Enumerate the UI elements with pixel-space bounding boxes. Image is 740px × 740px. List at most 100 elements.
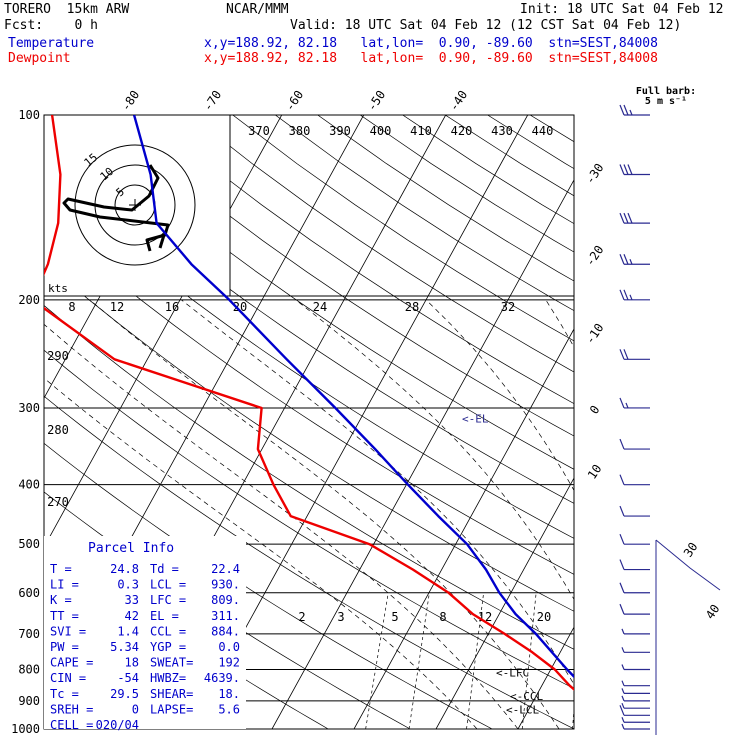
theta-label: 400 [370, 124, 392, 138]
wind-barb [621, 723, 650, 730]
wind-barb-flag [619, 212, 625, 224]
temperature-tick-label: -40 [447, 88, 471, 114]
wind-barb-flag [629, 259, 633, 265]
parcel-info-value: 0.3 [117, 578, 139, 592]
wind-barb [619, 438, 650, 450]
temperature-profile-line [132, 115, 574, 679]
wind-barb-flag [619, 705, 625, 716]
wind-barb-flag [619, 474, 625, 485]
temperature-legend: Temperature [8, 36, 95, 51]
isotherm-line [189, 115, 529, 729]
temperature-tick-label: 30 [681, 540, 701, 560]
parcel-info-value: 33 [125, 593, 139, 607]
parcel-info-value: 884. [211, 624, 240, 638]
wind-barb-flag [621, 695, 625, 702]
wind-barb [619, 533, 650, 545]
temperature-tick-label: -30 [583, 161, 607, 187]
temperature-tick-label: 40 [703, 602, 723, 622]
wind-barb-flag [623, 254, 629, 265]
wind-barb-flag [623, 212, 629, 224]
wind-barb [619, 164, 650, 176]
parcel-info-value: 1.4 [117, 624, 139, 638]
parcel-info-key: TT = [50, 609, 79, 623]
dry-adiabat-line [44, 261, 574, 612]
wind-barb-flag [619, 438, 625, 450]
wind-barb-flag [619, 505, 625, 517]
parcel-info-value: 192 [218, 656, 240, 670]
hodograph-speed-tick: 8 [68, 300, 75, 314]
pressure-tick-label: 500 [18, 537, 40, 551]
wind-barb-flag [619, 289, 625, 301]
mixing-ratio-label: 3 [337, 610, 344, 624]
wind-barb [619, 212, 650, 224]
wind-barb-flag [621, 680, 625, 686]
parcel-info-value: 18 [125, 656, 139, 670]
mixing-ratio-label: 20 [537, 610, 551, 624]
dry-adiabat-line [147, 115, 574, 405]
parcel-info-key: CELL = [50, 718, 93, 732]
model-name: TORERO 15km ARW [4, 2, 130, 17]
wind-barb-flag [623, 289, 629, 301]
parcel-info-key: CIN = [50, 671, 86, 685]
isotherm-line [517, 626, 574, 729]
parcel-info-key: CAPE = [50, 656, 93, 670]
parcel-info-value: 4639. [204, 671, 240, 685]
wind-barb [619, 289, 650, 301]
wind-barb [619, 505, 650, 517]
full-barb-value: 5 m s⁻¹ [645, 96, 687, 107]
hodograph-speed-tick: 24 [313, 300, 327, 314]
mixing-ratio-label: 8 [439, 610, 446, 624]
hodograph-ring [74, 144, 196, 266]
parcel-info-key: T = [50, 562, 72, 576]
temperature-tick-label: -60 [283, 88, 307, 114]
wind-barb [619, 349, 650, 360]
parcel-info-value: 5.34 [110, 640, 139, 654]
lfc-marker: <-LFC [496, 666, 529, 679]
wind-barb [621, 664, 650, 671]
parcel-info-value: 18. [218, 687, 240, 701]
wind-barb [621, 695, 650, 702]
parcel-info-key: HWBZ= [150, 671, 186, 685]
el-marker: <-EL [462, 413, 489, 426]
parcel-info-key: LCL = [150, 578, 186, 592]
wind-barb-flag [627, 212, 633, 224]
parcel-info-value: 42 [125, 609, 139, 623]
temperature-station-coords: x,y=188.92, 82.18 lat,lon= 0.90, -89.60 … [204, 36, 658, 51]
dewpoint-legend: Dewpoint [8, 51, 71, 66]
full-barb-label: Full barb: [636, 86, 696, 97]
temperature-tick-label: -70 [201, 88, 225, 114]
theta-label: 440 [532, 124, 554, 138]
pressure-tick-label: 600 [18, 586, 40, 600]
isotherm-line [682, 115, 740, 729]
theta-label: 430 [491, 124, 513, 138]
wind-barb-flag [619, 254, 625, 265]
mixing-ratio-label: 5 [391, 610, 398, 624]
theta-label: 380 [289, 124, 311, 138]
parcel-info-value: 0 [132, 702, 139, 716]
mixing-ratio-line [521, 592, 537, 729]
wind-barb [621, 717, 650, 723]
parcel-info-key: LFC = [150, 593, 186, 607]
wind-barb [619, 603, 650, 615]
parcel-info-value: 29.5 [110, 687, 139, 701]
hodograph-frame [229, 114, 575, 297]
wind-barb-flag [621, 664, 625, 670]
parcel-info-value: 5.6 [218, 702, 240, 716]
temperature-tick-label: -80 [119, 88, 143, 114]
theta-label: 270 [47, 495, 69, 509]
hodograph-speed-tick: 20 [233, 300, 247, 314]
moist-adiabat-line [545, 299, 574, 348]
wind-barb [619, 397, 650, 409]
wind-barb-flag [623, 104, 629, 116]
wind-barb-flag [619, 104, 625, 116]
wind-barb-flag [619, 397, 625, 409]
parcel-info-value: 809. [211, 593, 240, 607]
theta-label: 370 [248, 124, 270, 138]
forecast-hour: Fcst: 0 h [4, 18, 98, 33]
theta-label: 420 [451, 124, 473, 138]
parcel-info-key: YGP = [150, 640, 186, 654]
dry-adiabat-line [44, 395, 574, 729]
theta-label: 390 [329, 124, 351, 138]
dry-adiabat-line [402, 115, 574, 225]
